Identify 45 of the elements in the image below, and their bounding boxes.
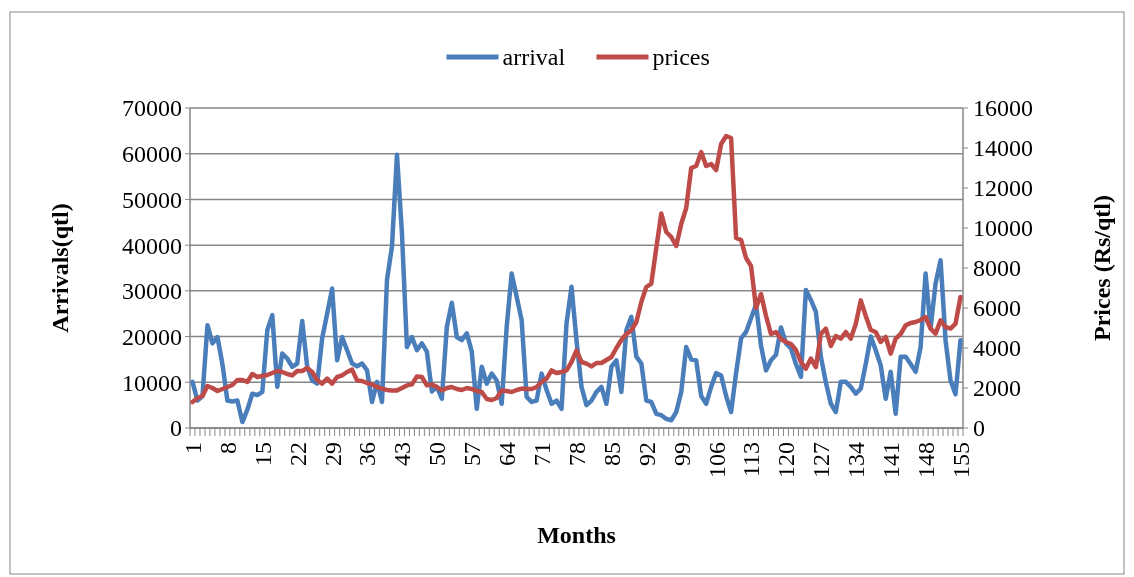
x-tick-label: 106 [703, 442, 730, 478]
legend-label: prices [652, 44, 710, 71]
x-tick-label: 113 [738, 442, 765, 478]
y2-tick-label: 16000 [973, 95, 1033, 122]
x-tick-label: 22 [284, 442, 311, 466]
x-tick-label: 43 [389, 442, 416, 466]
y2-tick-label: 14000 [973, 135, 1033, 162]
x-tick-label: 141 [878, 442, 905, 478]
x-tick-label: 78 [563, 442, 590, 466]
x-tick-label: 92 [633, 442, 660, 466]
y2-tick-label: 2000 [973, 375, 1021, 402]
x-tick-label: 1 [179, 442, 206, 454]
x-axis-title: Months [537, 522, 616, 548]
x-tick-label: 57 [459, 442, 486, 466]
x-tick-label: 8 [214, 442, 241, 454]
y-tick-label: 20000 [122, 323, 182, 350]
x-tick-label: 148 [913, 442, 939, 478]
x-tick-label: 134 [843, 442, 870, 478]
y-axis-title: Arrivals(qtl) [47, 203, 73, 333]
y2-axis-title: Prices (Rs/qtl) [1089, 195, 1115, 341]
x-tick-label: 15 [249, 442, 276, 466]
y-tick-label: 70000 [122, 95, 182, 122]
x-tick-label: 71 [528, 442, 555, 466]
x-tick-label: 64 [494, 442, 521, 466]
y-tick-label: 30000 [122, 278, 182, 305]
legend-label: arrival [502, 44, 566, 71]
x-tick-label: 120 [773, 442, 800, 478]
y-tick-label: 10000 [122, 369, 182, 396]
x-tick-label: 155 [947, 442, 974, 478]
y2-tick-label: 6000 [973, 295, 1021, 322]
x-tick-label: 36 [354, 442, 381, 466]
y-tick-label: 50000 [122, 186, 182, 213]
y2-tick-label: 10000 [973, 215, 1033, 242]
x-tick-label: 127 [808, 442, 835, 478]
y-tick-label: 60000 [122, 141, 182, 168]
x-tick-label: 50 [424, 442, 451, 466]
y2-tick-label: 8000 [973, 255, 1021, 282]
x-tick-label: 85 [598, 442, 625, 466]
y-tick-label: 40000 [122, 232, 182, 259]
x-tick-label: 99 [668, 442, 695, 466]
y2-tick-label: 4000 [973, 335, 1021, 362]
y2-tick-label: 0 [973, 415, 985, 442]
x-tick-label: 29 [319, 442, 346, 466]
y-tick-label: 0 [170, 415, 182, 442]
y2-tick-label: 12000 [973, 175, 1033, 202]
